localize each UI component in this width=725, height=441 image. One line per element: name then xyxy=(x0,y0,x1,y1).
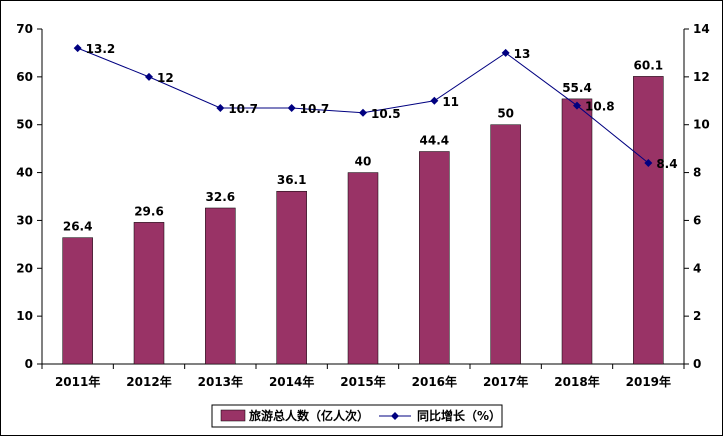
line-marker xyxy=(359,108,367,117)
legend-bar-swatch xyxy=(220,409,246,422)
y-tick-label-left: 10 xyxy=(16,309,33,323)
legend: 旅游总人数（亿人次） 同比增长（%） xyxy=(211,404,503,428)
data-labels: 26.4 29.6 32.6 36.1 40 44.4 50 55.4 60.1 13.2 12 10… xyxy=(63,42,678,234)
bar xyxy=(633,76,664,365)
bar-value-label: 55.4 xyxy=(562,81,592,95)
bar-value-label: 60.1 xyxy=(634,58,664,72)
bar-value-label: 50 xyxy=(497,107,514,121)
bar xyxy=(62,237,93,365)
y-tick-label-left: 50 xyxy=(16,118,33,132)
x-tick-label: 2019年 xyxy=(626,374,671,389)
x-tick-label: 2013年 xyxy=(198,374,243,389)
bar-value-label: 32.6 xyxy=(206,190,236,204)
legend-box xyxy=(211,404,503,428)
x-tick-label: 2012年 xyxy=(126,374,171,389)
bar xyxy=(347,172,379,365)
y-tick-label-left: 20 xyxy=(16,261,33,275)
line-marker xyxy=(430,96,439,105)
bar xyxy=(205,207,236,365)
bar xyxy=(133,222,165,365)
line-value-label: 10.7 xyxy=(300,102,330,116)
y-tick-label-right: 0 xyxy=(693,357,701,371)
y-tick-label-left: 60 xyxy=(16,70,33,84)
y-tick-label-right: 2 xyxy=(693,309,701,323)
line-marker xyxy=(145,72,153,81)
x-tick-label: 2016年 xyxy=(412,374,457,389)
y-tick-label-left: 30 xyxy=(16,213,33,227)
line-value-label: 12 xyxy=(157,71,174,85)
y-tick-label-right: 14 xyxy=(693,22,710,36)
y-tick-label-right: 8 xyxy=(693,166,701,180)
line-value-label: 13 xyxy=(514,47,531,61)
y-tick-label-right: 12 xyxy=(693,70,710,84)
bar-value-label: 44.4 xyxy=(420,134,450,148)
line-value-label: 10.5 xyxy=(371,107,401,121)
bar-value-label: 40 xyxy=(355,155,372,169)
bar xyxy=(490,124,521,365)
line-marker xyxy=(501,48,510,57)
line-value-label: 10.7 xyxy=(228,102,258,116)
x-tick-label: 2011年 xyxy=(55,374,100,389)
line-marker xyxy=(73,44,82,53)
legend-line-marker xyxy=(391,412,399,420)
x-tick-label: 2018年 xyxy=(554,374,599,389)
line-value-label: 13.2 xyxy=(86,42,116,56)
y-tick-label-right: 10 xyxy=(693,118,710,132)
line-value-label: 8.4 xyxy=(656,157,677,171)
bar-series xyxy=(62,76,664,365)
y-tick-label-left: 40 xyxy=(16,166,33,180)
y-tick-label-right: 4 xyxy=(693,261,701,275)
y-tick-label-left: 70 xyxy=(16,22,33,36)
line-value-label: 10.8 xyxy=(585,100,615,114)
x-tick-label: 2017年 xyxy=(483,374,528,389)
line-series xyxy=(73,44,653,167)
line-marker xyxy=(644,159,653,167)
bar-value-label: 36.1 xyxy=(277,173,307,187)
x-tick-label: 2015年 xyxy=(340,374,385,389)
y-tick-label-left: 0 xyxy=(25,357,33,371)
line-marker xyxy=(287,103,296,112)
line-value-label: 11 xyxy=(442,95,459,109)
bar xyxy=(419,151,450,365)
bar xyxy=(276,190,307,365)
y-tick-label-right: 6 xyxy=(693,213,701,227)
bar xyxy=(561,98,593,365)
line-marker xyxy=(216,103,225,112)
x-tick-label: 2014年 xyxy=(269,374,314,389)
legend-bar-label: 旅游总人数（亿人次） xyxy=(249,408,369,423)
legend-line-label: 同比增长（%） xyxy=(417,408,501,423)
line-marker xyxy=(573,101,581,110)
bar-value-label: 26.4 xyxy=(63,220,93,234)
bar-value-label: 29.6 xyxy=(134,204,164,218)
